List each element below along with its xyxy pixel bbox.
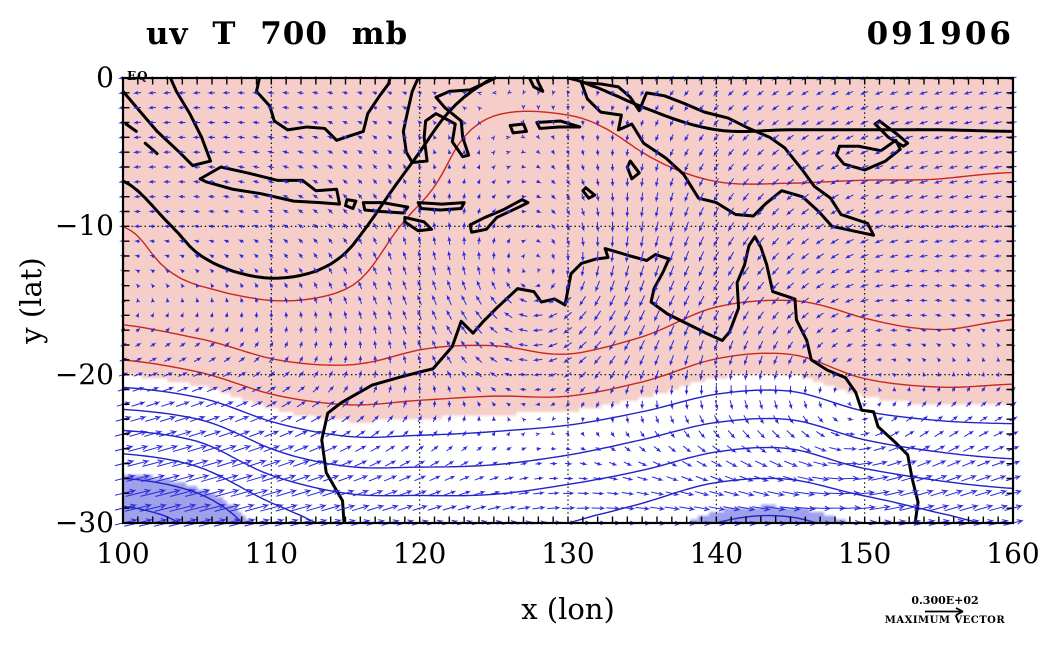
y-tick-label: −30 bbox=[54, 506, 114, 539]
x-tick-label: 100 bbox=[96, 537, 150, 570]
timestamp: 091906 bbox=[866, 16, 1014, 52]
x-tick-label: 120 bbox=[392, 537, 447, 570]
chart-title: uv T 700 mb bbox=[146, 16, 409, 52]
y-tick-label: −20 bbox=[54, 357, 114, 391]
x-tick-label: 150 bbox=[837, 537, 892, 570]
max-vector-arrow-icon bbox=[925, 606, 964, 616]
max-vector-caption: MAXIMUM VECTOR bbox=[884, 614, 1006, 626]
y-tick-label: 0 bbox=[96, 61, 114, 94]
max-vector-value: 0.300E+02 bbox=[911, 594, 979, 607]
x-tick-label: 160 bbox=[986, 537, 1040, 570]
y-axis-label: y (lat) bbox=[14, 257, 48, 344]
max-vector-legend: 0.300E+02 MAXIMUM VECTOR bbox=[878, 595, 1012, 626]
x-tick-label: 140 bbox=[689, 537, 744, 570]
x-axis-label: x (lon) bbox=[521, 592, 615, 626]
equator-label: EQ bbox=[127, 69, 149, 83]
y-tick-label: −10 bbox=[54, 209, 114, 243]
x-tick-label: 130 bbox=[541, 537, 595, 570]
x-tick-label: 110 bbox=[244, 537, 299, 570]
